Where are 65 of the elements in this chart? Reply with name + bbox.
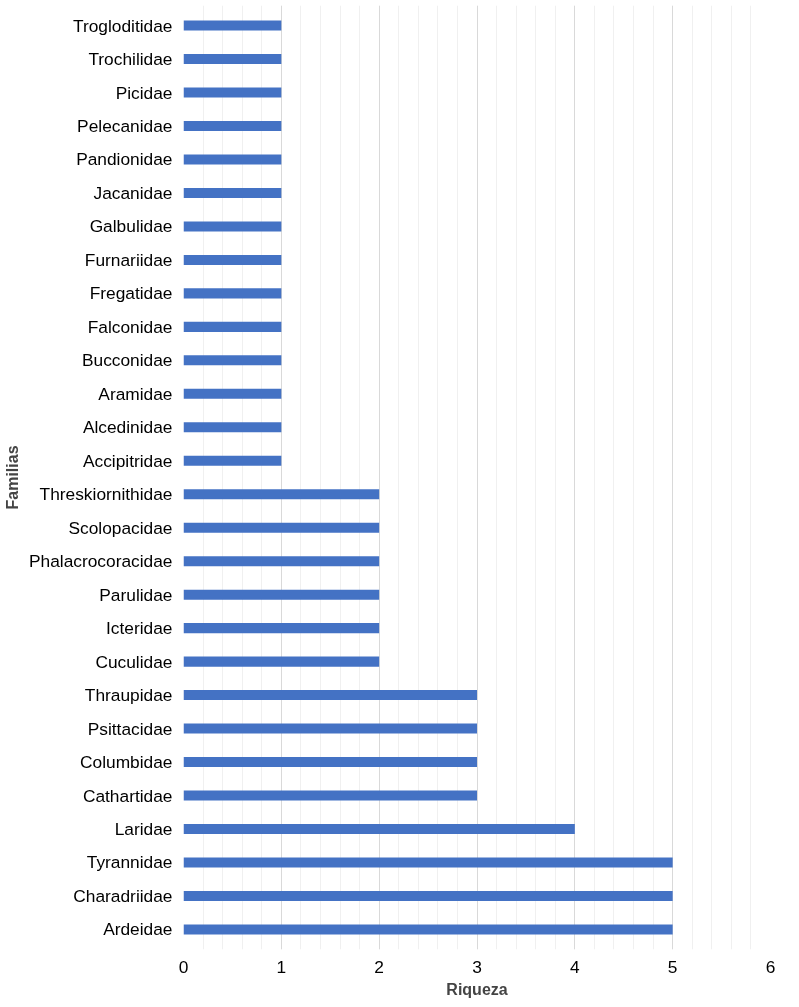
bar — [183, 522, 380, 533]
bar — [183, 623, 380, 634]
y-tick-label: Pelecanidae — [77, 116, 173, 137]
bar — [183, 321, 282, 332]
bar — [183, 790, 477, 801]
y-tick-label: Aramidae — [98, 383, 173, 404]
y-tick-label: Bucconidae — [81, 350, 173, 371]
y-tick-label: Tyrannidae — [86, 852, 173, 873]
bar — [183, 154, 282, 165]
y-tick-label: Parulidae — [99, 584, 173, 605]
bar — [183, 355, 282, 366]
y-tick-label: Trochilidae — [88, 49, 173, 70]
x-tick-label: 6 — [765, 956, 776, 977]
y-tick-label: Scolopacidae — [68, 517, 173, 538]
x-tick-label: 1 — [276, 956, 287, 977]
bar — [183, 823, 575, 835]
y-tick-label: Thraupidae — [84, 685, 173, 706]
y-tick-label: Picidae — [115, 82, 173, 103]
y-tick-label: Icteridae — [106, 618, 173, 639]
bar — [183, 489, 380, 500]
bar — [183, 455, 282, 466]
x-tick-label: 4 — [570, 956, 581, 977]
bar — [183, 187, 282, 198]
y-tick-label: Threskiornithidae — [39, 484, 173, 505]
bar — [183, 254, 282, 265]
bar — [183, 656, 380, 667]
y-tick-label: Jacanidae — [93, 182, 173, 203]
bar — [183, 20, 282, 31]
bar — [183, 690, 477, 701]
x-tick-label: 5 — [667, 956, 678, 977]
y-tick-label: Trogloditidae — [72, 15, 173, 36]
bar — [183, 924, 673, 935]
x-tick-label: 2 — [374, 956, 384, 977]
y-tick-label: Cuculidae — [95, 651, 173, 672]
y-tick-label: Accipitridae — [82, 450, 173, 471]
y-tick-label: Columbidae — [80, 752, 173, 773]
x-axis-title: Riqueza — [446, 980, 508, 998]
bar — [183, 723, 477, 734]
y-tick-label: Falconidae — [87, 316, 173, 337]
y-tick-label: Furnariidae — [84, 249, 173, 270]
bar — [183, 221, 282, 232]
x-tick-label: 3 — [472, 956, 482, 977]
y-tick-label: Charadriidae — [73, 885, 173, 906]
y-tick-label: Laridae — [114, 818, 173, 839]
y-tick-label: Alcedinidae — [82, 417, 173, 438]
y-tick-label: Pandionidae — [76, 149, 173, 170]
bar — [183, 388, 282, 399]
y-tick-label: Fregatidae — [89, 283, 173, 304]
x-tick-label: 0 — [178, 956, 189, 977]
bar — [183, 87, 282, 98]
bar — [183, 422, 282, 433]
y-tick-label: Psittacidae — [87, 718, 173, 739]
y-axis-title: Familias — [3, 445, 21, 510]
y-tick-label: Ardeidae — [103, 919, 173, 940]
bar — [183, 54, 282, 65]
bar — [183, 556, 380, 567]
y-tick-label: Phalacrocoracidae — [28, 551, 173, 572]
bar — [183, 120, 282, 132]
bar — [183, 757, 477, 768]
bar — [183, 890, 673, 901]
y-tick-label: Galbulidae — [89, 216, 173, 237]
bar — [183, 857, 673, 868]
bar — [183, 589, 380, 600]
y-tick-label: Cathartidae — [82, 785, 173, 806]
bar — [183, 288, 282, 299]
